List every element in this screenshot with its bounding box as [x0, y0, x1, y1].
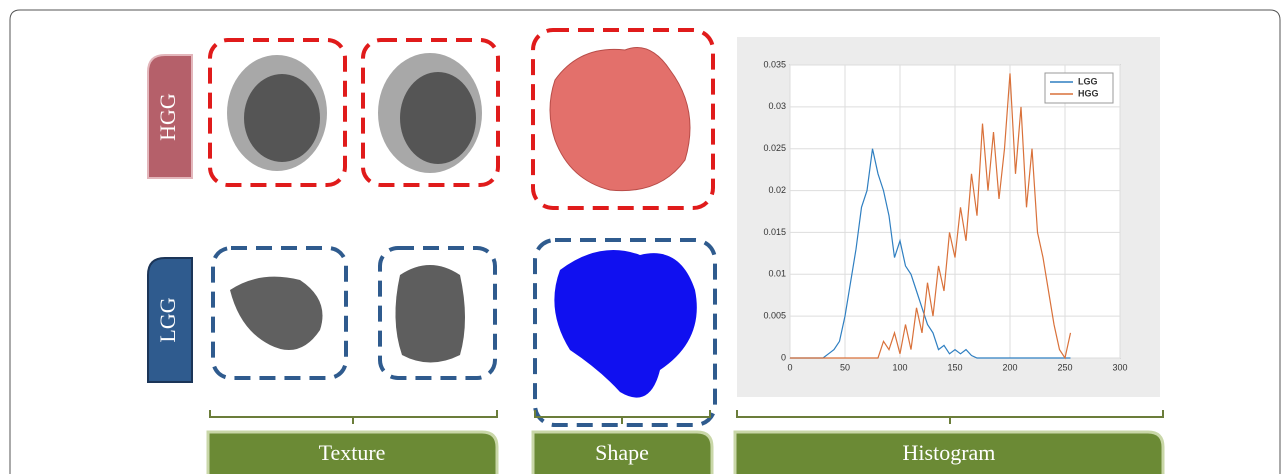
figure: HGG LGG 0 0.005 0.01 0.015 0.02 0.025 0.03 0.03…: [0, 0, 1287, 474]
x-tick-label: 200: [1002, 362, 1017, 372]
column-label: Histogram: [903, 440, 996, 465]
shape-image: [554, 250, 696, 398]
row-label: HGG: [155, 93, 180, 141]
tumor-image: [395, 265, 465, 363]
x-tick-label: 50: [840, 362, 850, 372]
y-tick-label: 0.005: [763, 311, 786, 321]
x-tick-label: 100: [892, 362, 907, 372]
bracket: [737, 410, 1163, 424]
tumor-image: [230, 277, 323, 350]
legend-label: HGG: [1078, 88, 1099, 98]
y-tick-label: 0.025: [763, 143, 786, 153]
tumor-image: [244, 74, 320, 162]
y-tick-label: 0.02: [768, 185, 786, 195]
x-tick-label: 0: [787, 362, 792, 372]
x-tick-label: 150: [947, 362, 962, 372]
shape-image: [550, 48, 690, 191]
column-label: Texture: [319, 440, 386, 465]
column-label: Shape: [595, 440, 649, 465]
y-tick-label: 0: [781, 352, 786, 362]
row-label: LGG: [155, 297, 180, 342]
bracket: [210, 410, 497, 424]
y-tick-label: 0.01: [768, 269, 786, 279]
tumor-image: [400, 72, 476, 164]
bracket: [535, 410, 710, 424]
x-tick-label: 250: [1057, 362, 1072, 372]
brackets: [210, 410, 1163, 424]
y-tick-label: 0.035: [763, 59, 786, 69]
x-tick-label: 300: [1112, 362, 1127, 372]
y-tick-label: 0.015: [763, 227, 786, 237]
legend-label: LGG: [1078, 76, 1098, 86]
y-tick-label: 0.03: [768, 101, 786, 111]
